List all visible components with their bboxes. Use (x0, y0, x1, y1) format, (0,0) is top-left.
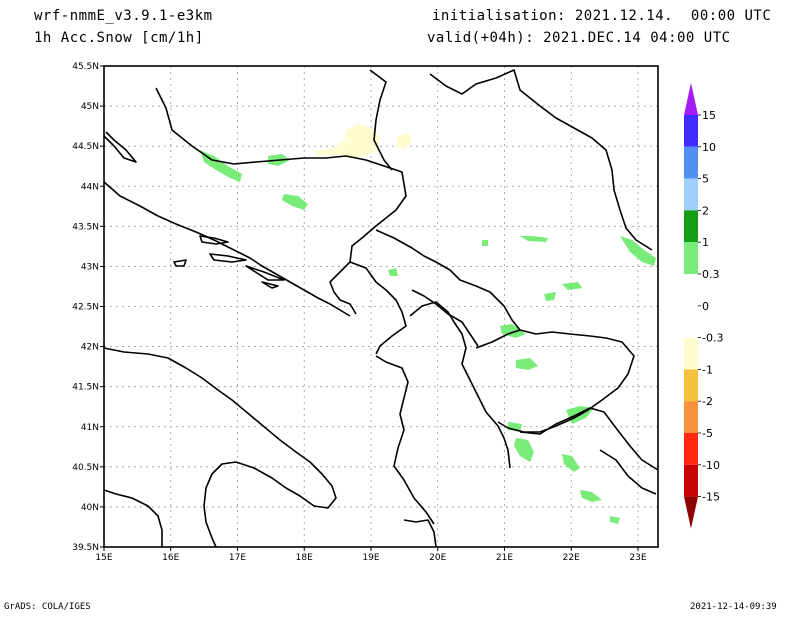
colorbar-label: -5 (702, 427, 713, 440)
snow-area (610, 516, 620, 524)
latitude-axis: 45.5N 45N 44.5N 44N 43.5N 43N 42.5N 42N 41.5N 41N… (72, 62, 104, 553)
colorbar-label: 0.3 (702, 268, 720, 281)
island (245, 265, 285, 281)
island (209, 253, 247, 263)
island (173, 259, 187, 267)
footer-credit: GrADS: COLA/IGES (4, 602, 91, 612)
colorbar-label: -1 (702, 363, 713, 376)
lat-tick-label: 43.5N (72, 222, 99, 232)
greece-north (519, 407, 659, 495)
serbia-north (369, 69, 653, 251)
colorbar-label: 1 (702, 236, 709, 249)
serbia-south (375, 229, 521, 331)
colorbar-label: 15 (702, 109, 716, 122)
albania-coast (375, 355, 435, 525)
colorbar: 15 10 5 2 1 0.3 0 -0.3 -1 -2 -5 -10 -15 (684, 83, 723, 529)
colorbar-label: 5 (702, 173, 709, 186)
lat-tick-label: 41.5N (72, 383, 99, 393)
colorbar-label: -0.3 (702, 332, 723, 345)
map-gridlines (104, 66, 658, 547)
colorbar-label: 10 (702, 141, 716, 154)
snow-area (482, 240, 488, 246)
snowfall-shading (200, 124, 656, 524)
kosovo (411, 289, 479, 347)
footer-timestamp: 2021-12-14-09:39 (690, 602, 777, 612)
island (199, 235, 229, 245)
lon-tick-label: 20E (429, 553, 446, 563)
colorbar-segment (684, 178, 698, 211)
colorbar-label: -15 (702, 491, 720, 504)
snow-area-light-negative (316, 124, 380, 158)
colorbar-segment (684, 115, 698, 147)
colorbar-segment (684, 274, 698, 306)
lon-tick-label: 15E (95, 553, 112, 563)
croatia-coast (103, 131, 351, 317)
init-time: initialisation: 2021.12.14. 00:00 UTC (432, 8, 772, 24)
colorbar-label: -10 (702, 459, 720, 472)
lat-tick-label: 40.5N (72, 463, 99, 473)
lat-tick-label: 40N (81, 503, 99, 513)
snow-area (562, 454, 580, 472)
colorbar-segment (684, 146, 698, 179)
island (261, 281, 279, 289)
colorbar-segment (684, 433, 698, 465)
colorbar-label: -2 (702, 395, 713, 408)
longitude-axis: 15E 16E 17E 18E 19E 20E 21E 22E 23E (95, 547, 647, 563)
montenegro (349, 261, 407, 355)
colorbar-top-arrow (684, 83, 698, 115)
colorbar-segment (684, 337, 698, 370)
italy-coast (103, 347, 337, 548)
snow-area (580, 490, 602, 502)
lat-tick-label: 44N (81, 182, 99, 192)
lat-tick-label: 41N (81, 423, 99, 433)
lon-tick-label: 19E (362, 553, 379, 563)
snow-area (516, 358, 538, 370)
snow-area (520, 236, 548, 242)
lat-tick-label: 44.5N (72, 142, 99, 152)
colorbar-segment (684, 369, 698, 402)
albania-east (409, 301, 511, 469)
greece-west (403, 519, 437, 548)
coastlines-and-borders (103, 69, 659, 548)
colorbar-segment (684, 210, 698, 243)
colorbar-segment (684, 242, 698, 274)
lon-tick-label: 17E (229, 553, 246, 563)
snow-area (544, 292, 556, 301)
snow-area (514, 438, 534, 462)
colorbar-bottom-arrow (684, 496, 698, 529)
lon-tick-label: 22E (563, 553, 580, 563)
lon-tick-label: 18E (296, 553, 313, 563)
lat-tick-label: 45N (81, 102, 99, 112)
lon-tick-label: 16E (162, 553, 179, 563)
italy-west (103, 489, 163, 547)
lat-tick-label: 42N (81, 343, 99, 353)
valid-time: valid(+04h): 2021.DEC.14 04:00 UTC (427, 30, 731, 46)
model-title: wrf-nmmE_v3.9.1-e3km (34, 8, 213, 24)
lat-tick-label: 42.5N (72, 303, 99, 313)
colorbar-segment (684, 305, 698, 338)
lat-tick-label: 43N (81, 262, 99, 272)
snow-area-light-negative (396, 132, 412, 150)
colorbar-label: 0 (702, 300, 709, 313)
snow-area (388, 268, 398, 276)
field-title: 1h Acc.Snow [cm/1h] (34, 30, 204, 46)
snow-area (620, 236, 656, 266)
lat-tick-label: 39.5N (72, 543, 99, 553)
lat-tick-label: 45.5N (72, 62, 99, 72)
snow-area (562, 282, 582, 290)
colorbar-segment (684, 401, 698, 433)
bih-border (155, 87, 407, 315)
colorbar-label: 2 (702, 204, 709, 217)
colorbar-segment (684, 464, 698, 497)
lon-tick-label: 23E (629, 553, 646, 563)
lon-tick-label: 21E (496, 553, 513, 563)
snow-area (282, 194, 308, 210)
